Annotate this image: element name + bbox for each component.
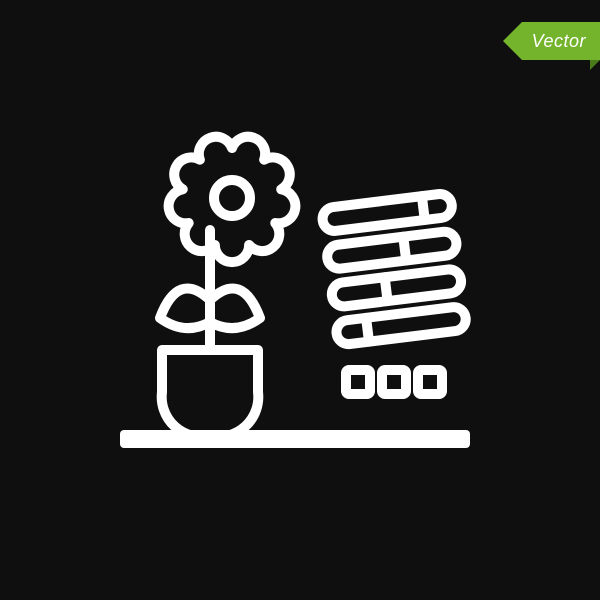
ribbon-fold: [590, 60, 600, 70]
flower-stats-icon: [0, 0, 600, 600]
canvas: Vector: [0, 0, 600, 600]
